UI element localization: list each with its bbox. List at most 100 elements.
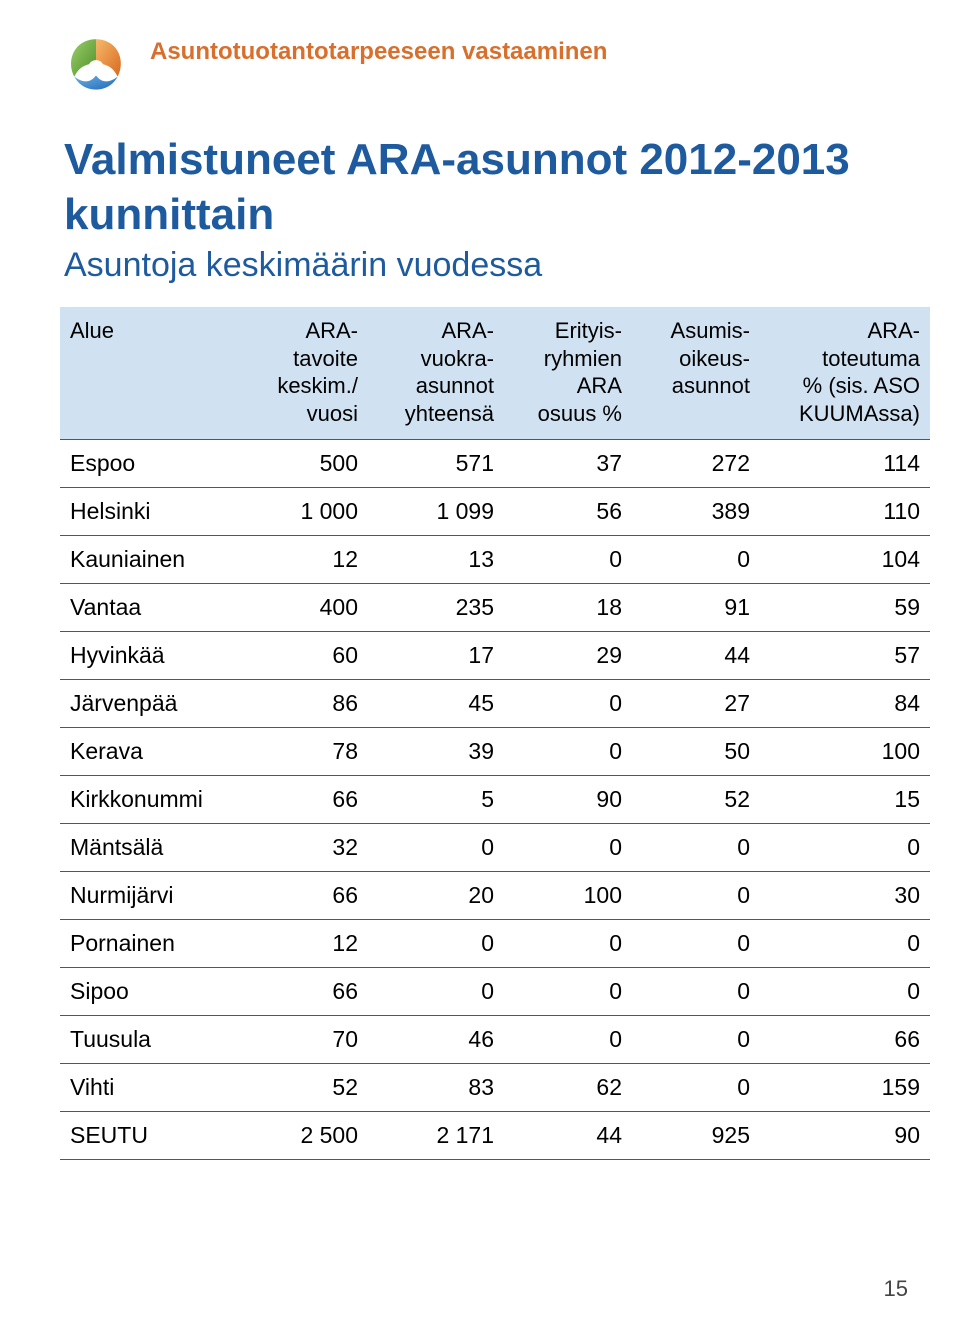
col-header: ARA- vuokra- asunnot yhteensä — [368, 307, 504, 440]
table-cell: 83 — [368, 1064, 504, 1112]
table-cell: 0 — [504, 680, 632, 728]
table-row: Sipoo660000 — [60, 968, 930, 1016]
table-cell: 100 — [504, 872, 632, 920]
table-cell: 2 171 — [368, 1112, 504, 1160]
table-cell: 84 — [760, 680, 930, 728]
table-cell: Kerava — [60, 728, 240, 776]
table-row: Järvenpää864502784 — [60, 680, 930, 728]
table-cell: 0 — [632, 1016, 760, 1064]
table-cell: 400 — [240, 584, 368, 632]
table-cell: Kirkkonummi — [60, 776, 240, 824]
table-cell: 2 500 — [240, 1112, 368, 1160]
table-cell: Helsinki — [60, 488, 240, 536]
table-cell: 57 — [760, 632, 930, 680]
table-header: Alue ARA- tavoite keskim./ vuosi ARA- vu… — [60, 307, 930, 440]
table-cell: 1 000 — [240, 488, 368, 536]
section-title: Asuntotuotantotarpeeseen vastaaminen — [150, 38, 607, 66]
table-row: Nurmijärvi6620100030 — [60, 872, 930, 920]
subtitle: Asuntoja keskimäärin vuodessa — [64, 246, 900, 285]
col-header: Asumis- oikeus- asunnot — [632, 307, 760, 440]
table-cell: 27 — [632, 680, 760, 728]
table-cell: 62 — [504, 1064, 632, 1112]
table-cell: 104 — [760, 536, 930, 584]
table-cell: 70 — [240, 1016, 368, 1064]
table-cell: 114 — [760, 440, 930, 488]
table-cell: 15 — [760, 776, 930, 824]
table-cell: Pornainen — [60, 920, 240, 968]
table-cell: Tuusula — [60, 1016, 240, 1064]
table-row: Mäntsälä320000 — [60, 824, 930, 872]
table-cell: 235 — [368, 584, 504, 632]
data-table: Alue ARA- tavoite keskim./ vuosi ARA- vu… — [60, 307, 930, 1160]
table-cell: 52 — [240, 1064, 368, 1112]
table-row: SEUTU2 5002 1714492590 — [60, 1112, 930, 1160]
table-cell: 0 — [632, 824, 760, 872]
page-number: 15 — [884, 1276, 908, 1302]
table-cell: 272 — [632, 440, 760, 488]
table-cell: 46 — [368, 1016, 504, 1064]
table-cell: 32 — [240, 824, 368, 872]
table-cell: 0 — [632, 872, 760, 920]
table-cell: 60 — [240, 632, 368, 680]
table-cell: Järvenpää — [60, 680, 240, 728]
table-cell: 1 099 — [368, 488, 504, 536]
table-cell: 20 — [368, 872, 504, 920]
table-cell: 37 — [504, 440, 632, 488]
table-row: Helsinki1 0001 09956389110 — [60, 488, 930, 536]
table-header-row: Alue ARA- tavoite keskim./ vuosi ARA- vu… — [60, 307, 930, 440]
col-header: ARA- toteutuma % (sis. ASO KUUMAssa) — [760, 307, 930, 440]
table-cell: 59 — [760, 584, 930, 632]
col-header: Alue — [60, 307, 240, 440]
table-cell: Mäntsälä — [60, 824, 240, 872]
table-cell: 0 — [504, 824, 632, 872]
table-cell: 18 — [504, 584, 632, 632]
table-cell: 66 — [240, 968, 368, 1016]
table-body: Espoo50057137272114Helsinki1 0001 099563… — [60, 440, 930, 1160]
table-cell: 91 — [632, 584, 760, 632]
table-cell: 66 — [760, 1016, 930, 1064]
table-cell: 0 — [632, 536, 760, 584]
table-cell: Vantaa — [60, 584, 240, 632]
table-cell: Vihti — [60, 1064, 240, 1112]
table-cell: 0 — [760, 968, 930, 1016]
table-cell: 12 — [240, 920, 368, 968]
table-cell: 5 — [368, 776, 504, 824]
table-cell: 159 — [760, 1064, 930, 1112]
table-cell: 13 — [368, 536, 504, 584]
table-cell: 500 — [240, 440, 368, 488]
table-cell: 39 — [368, 728, 504, 776]
table-cell: 571 — [368, 440, 504, 488]
table-cell: 0 — [504, 920, 632, 968]
table-cell: 66 — [240, 776, 368, 824]
table-cell: 100 — [760, 728, 930, 776]
table-cell: 0 — [760, 920, 930, 968]
table-row: Kauniainen121300104 — [60, 536, 930, 584]
table-row: Tuusula70460066 — [60, 1016, 930, 1064]
main-title: Valmistuneet ARA-asunnot 2012-2013 kunni… — [64, 132, 900, 242]
table-cell: 44 — [632, 632, 760, 680]
table-cell: SEUTU — [60, 1112, 240, 1160]
document-header: Asuntotuotantotarpeeseen vastaaminen — [60, 32, 900, 104]
table-cell: 110 — [760, 488, 930, 536]
table-cell: 50 — [632, 728, 760, 776]
table-cell: 29 — [504, 632, 632, 680]
table-cell: 12 — [240, 536, 368, 584]
table-cell: 0 — [504, 968, 632, 1016]
table-cell: 30 — [760, 872, 930, 920]
table-cell: 52 — [632, 776, 760, 824]
table-cell: 0 — [368, 968, 504, 1016]
table-row: Hyvinkää6017294457 — [60, 632, 930, 680]
title-block: Valmistuneet ARA-asunnot 2012-2013 kunni… — [64, 132, 900, 285]
table-row: Kerava7839050100 — [60, 728, 930, 776]
table-cell: 0 — [760, 824, 930, 872]
org-logo — [60, 32, 132, 104]
table-cell: 90 — [760, 1112, 930, 1160]
table-row: Espoo50057137272114 — [60, 440, 930, 488]
table-cell: 17 — [368, 632, 504, 680]
table-cell: 0 — [504, 728, 632, 776]
table-cell: 0 — [632, 920, 760, 968]
table-row: Kirkkonummi665905215 — [60, 776, 930, 824]
table-cell: 78 — [240, 728, 368, 776]
table-cell: Hyvinkää — [60, 632, 240, 680]
table-row: Vantaa400235189159 — [60, 584, 930, 632]
